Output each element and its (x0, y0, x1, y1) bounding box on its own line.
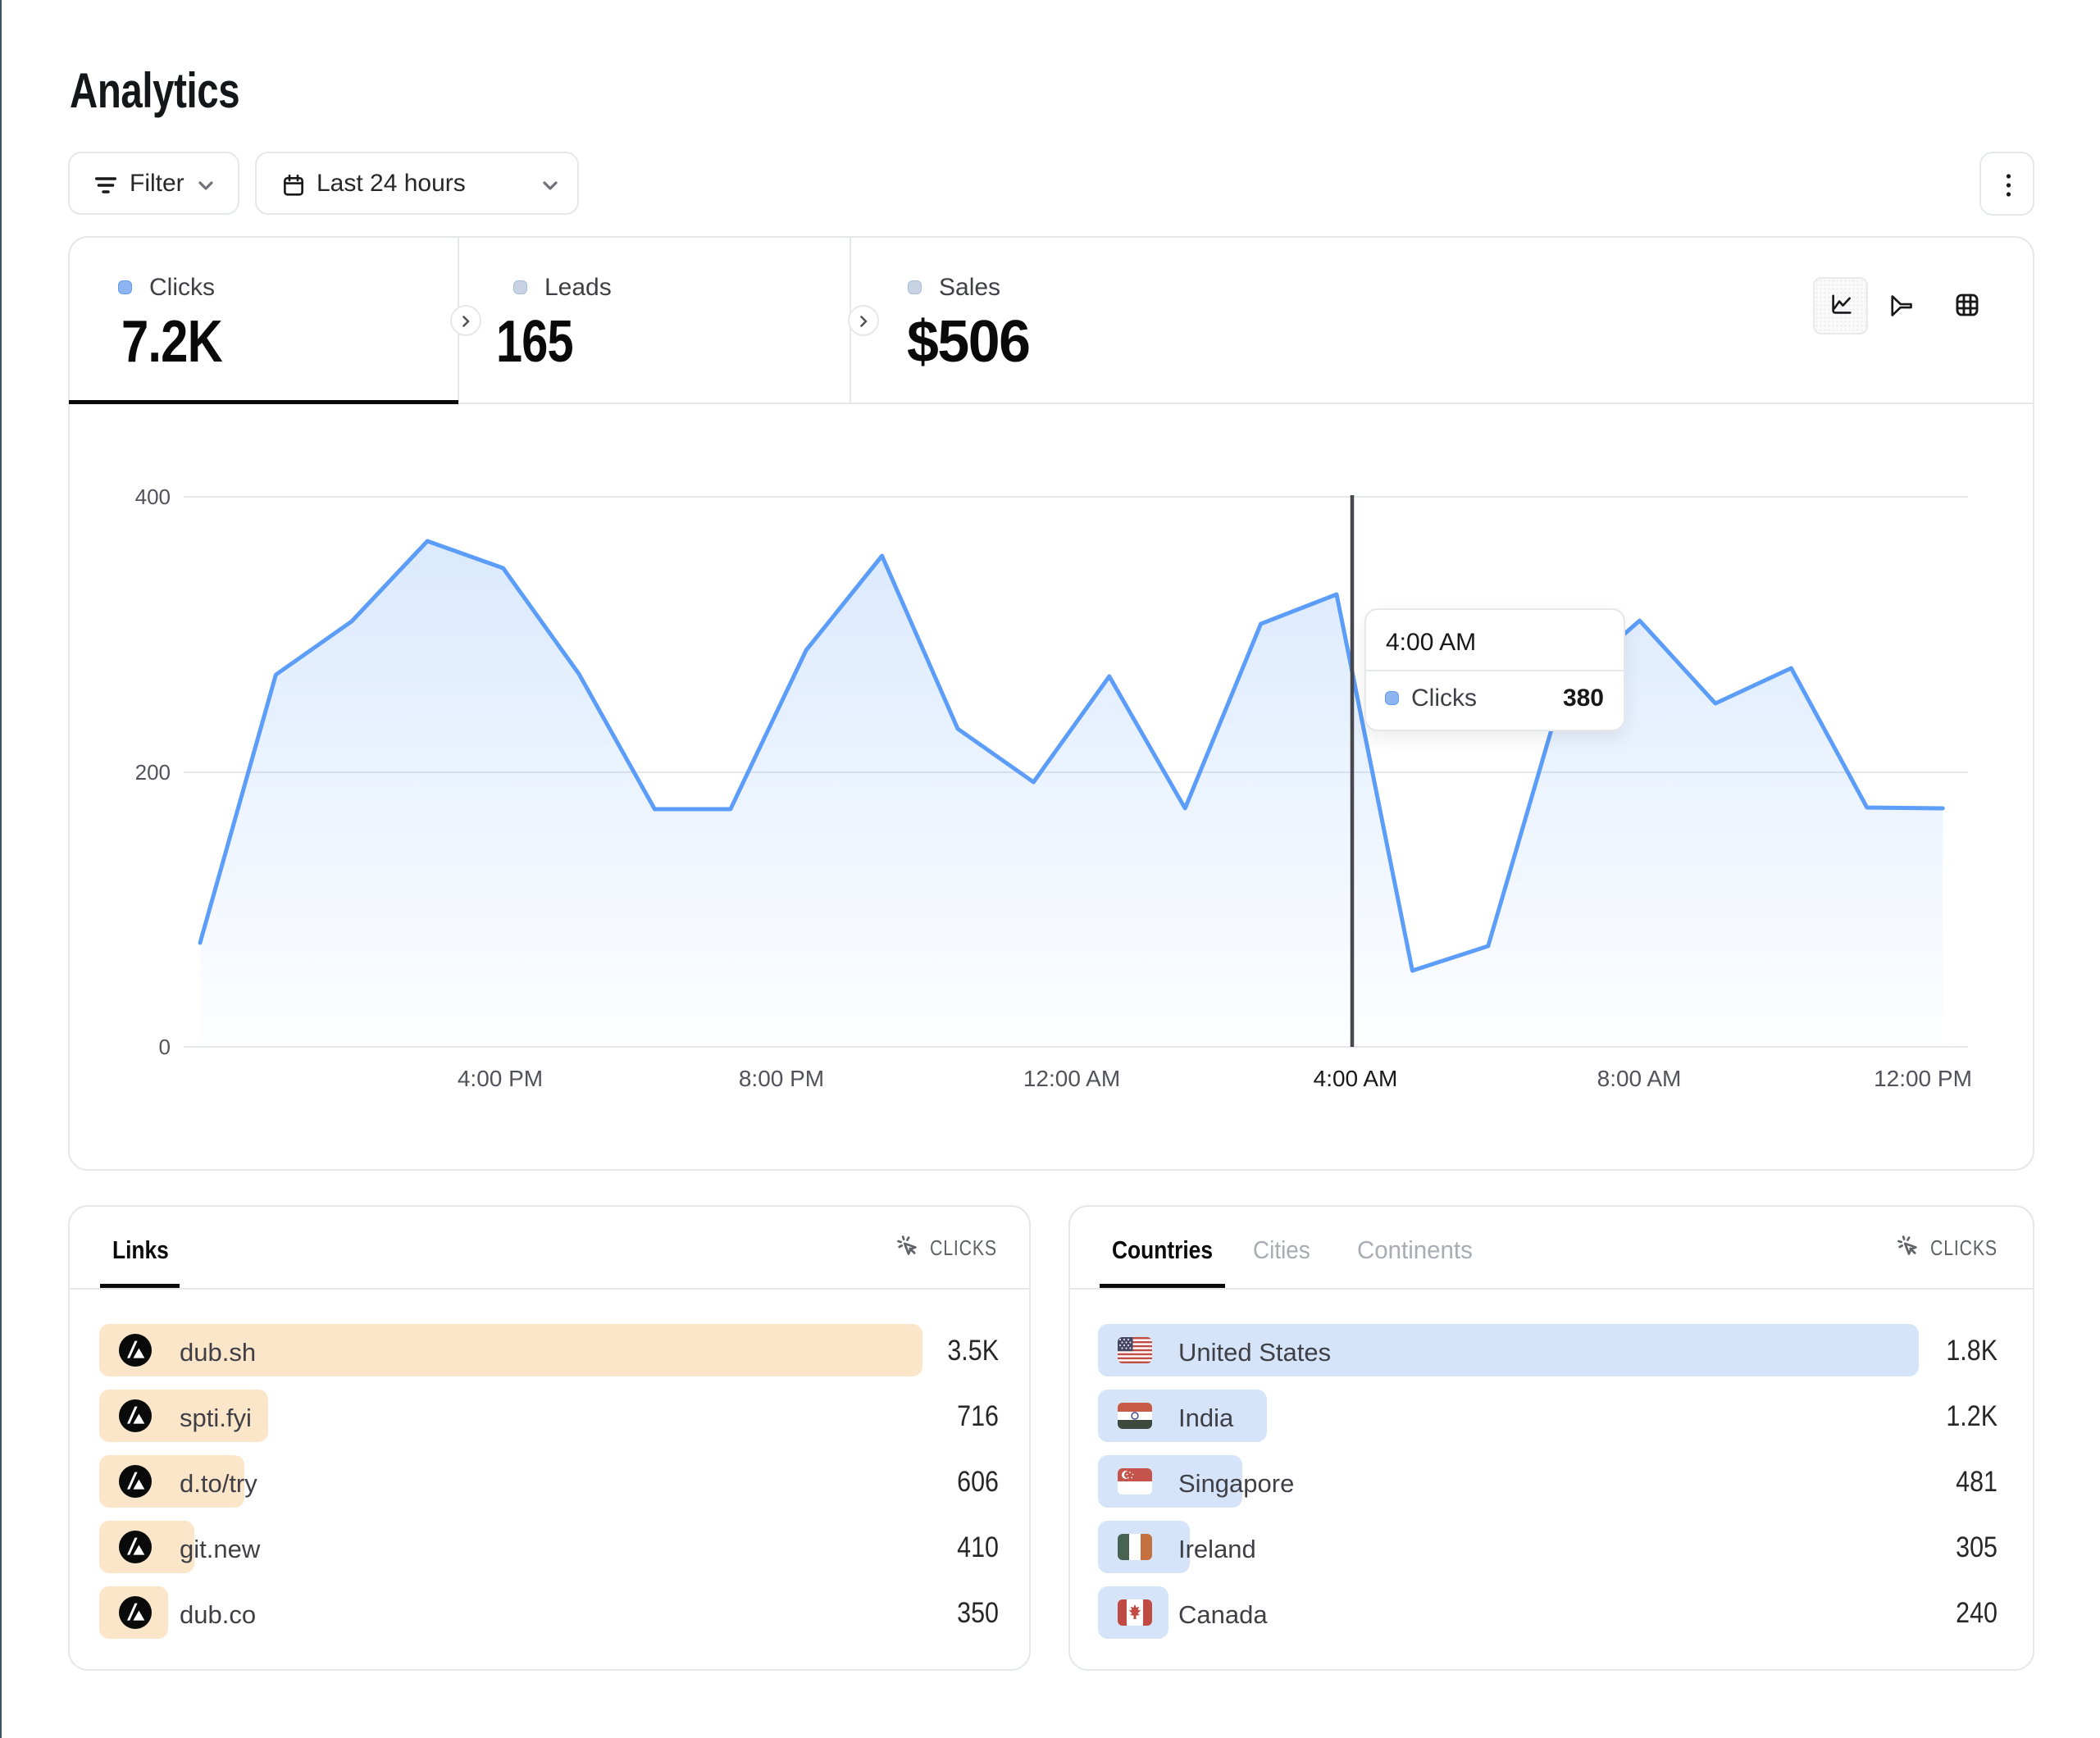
svg-text:12:00 PM: 12:00 PM (1874, 1066, 1972, 1091)
svg-text:8:00 PM: 8:00 PM (739, 1066, 824, 1091)
svg-text:4:00 AM: 4:00 AM (1314, 1066, 1398, 1091)
svg-text:400: 400 (135, 485, 171, 509)
svg-text:8:00 AM: 8:00 AM (1597, 1066, 1682, 1091)
svg-text:4:00 PM: 4:00 PM (458, 1066, 543, 1091)
svg-text:12:00 AM: 12:00 AM (1023, 1066, 1120, 1091)
svg-text:0: 0 (159, 1035, 171, 1059)
svg-text:200: 200 (135, 760, 171, 785)
